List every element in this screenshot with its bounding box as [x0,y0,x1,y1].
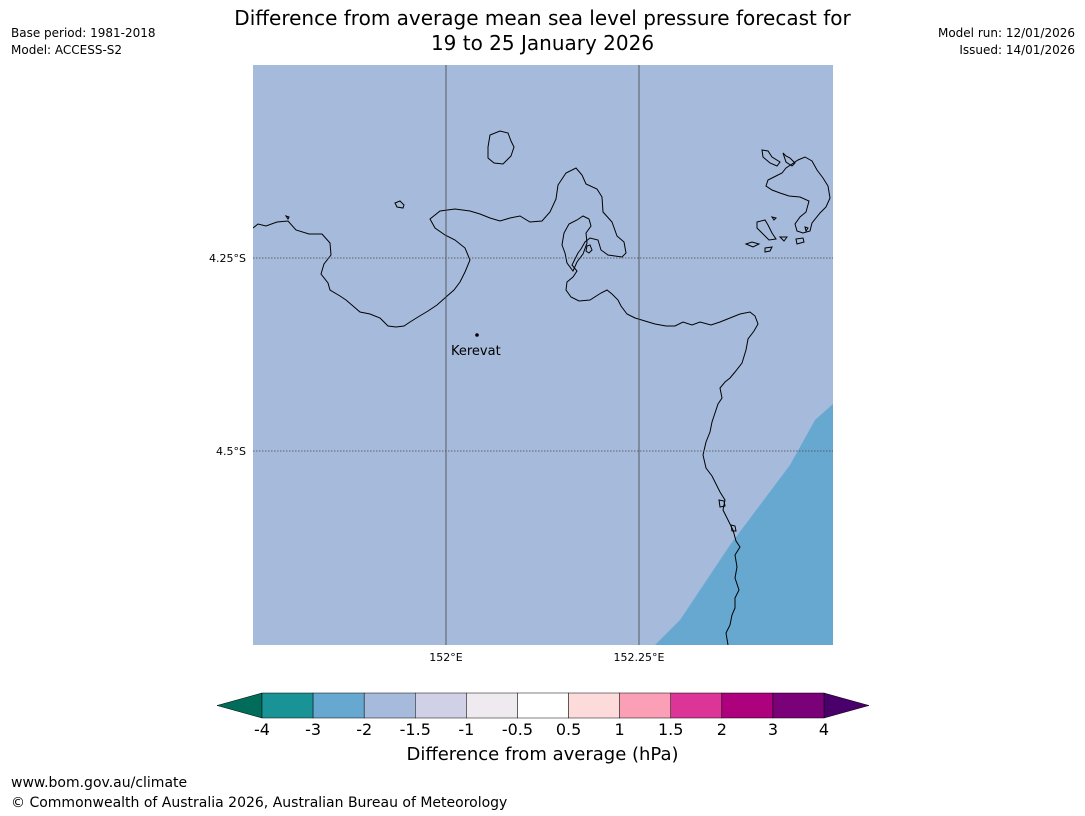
colorbar-segment [466,692,518,719]
colorbar-tick-label: 2 [717,720,727,739]
colorbar-tick-label: -1 [458,720,474,739]
model-text: Model: ACCESS-S2 [11,43,123,57]
page-title: Difference from average mean sea level p… [0,6,1085,56]
pressure-anomaly-fill-southeast [655,404,833,645]
map-area: Kerevat [253,65,833,645]
colorbar-tick-label: 1.5 [658,720,683,739]
colorbar-tick-label: -4 [254,720,270,739]
colorbar-segment [415,692,467,719]
lat-label-4-25: 4.25°S [209,252,246,265]
colorbar-tick-label: -0.5 [502,720,533,739]
colorbar-segment [261,692,314,719]
colorbar-segment [517,692,569,719]
colorbar-segment [363,692,416,719]
colorbar-segment [619,692,671,719]
lat-label-4-5: 4.5°S [216,445,246,458]
graticule [253,65,833,645]
title-line-1: Difference from average mean sea level p… [234,6,851,30]
base-period-text: Base period: 1981-2018 [11,26,156,40]
colorbar-segment [670,692,723,719]
colorbar-extend-low [216,692,263,719]
lon-label-152: 152°E [429,651,462,664]
colorbar-segment [772,692,825,719]
coastline [253,130,831,645]
meta-left: Base period: 1981-2018 Model: ACCESS-S2 [11,25,156,59]
place-label-kerevat: Kerevat [451,344,501,359]
colorbar-tick-label: 1 [615,720,625,739]
colorbar-tick-label: -2 [356,720,372,739]
colorbar-segment [721,692,774,719]
colorbar: -4 -3 -2 -1.5 -1 -0.5 0.5 1 1.5 2 3 4 [216,692,870,739]
colorbar-extend-high [823,692,870,719]
model-run-text: Model run: 12/01/2026 [937,26,1075,40]
title-line-2: 19 to 25 January 2026 [430,31,655,55]
colorbar-tick-label: 3 [768,720,778,739]
footer-copyright: © Commonwealth of Australia 2026, Austra… [11,795,508,811]
colorbar-segment [312,692,365,719]
colorbar-title: Difference from average (hPa) [406,744,679,765]
colorbar-tick-label: 4 [819,720,829,739]
issued-text: Issued: 14/01/2026 [959,43,1075,57]
colorbar-segment [568,692,620,719]
colorbar-tick-label: 0.5 [556,720,581,739]
colorbar-tick-label: -1.5 [400,720,431,739]
colorbar-tick-label: -3 [305,720,321,739]
meta-right: Model run: 12/01/2026 Issued: 14/01/2026 [938,25,1075,59]
footer-url: www.bom.gov.au/climate [11,775,188,791]
place-marker-kerevat [475,333,479,337]
lon-label-152-25: 152.25°E [614,651,665,664]
